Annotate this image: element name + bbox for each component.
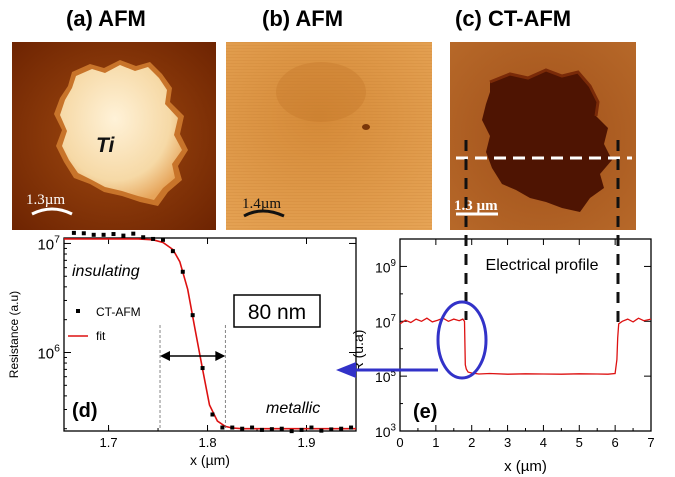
panel-label-e: (e) [413,401,437,423]
ti-label: Ti [96,134,115,157]
x-tick-label-e: 6 [612,435,619,450]
width-arrow-head-left [160,351,171,361]
data-point [240,426,245,431]
data-point [259,427,264,432]
data-point [101,232,106,237]
scale-label-a: 1.3µm [26,192,65,208]
data-point [329,427,334,432]
annotation-width: 80 nm [248,301,306,324]
data-point [269,427,274,432]
legend-label-ctafm: CT-AFM [96,305,141,319]
x-tick-label-e: 1 [432,435,439,450]
plot-frame-d [63,237,357,432]
annotation-insulating: insulating [72,263,140,280]
ctafm-image-c: 1.3 µm [450,42,636,230]
y-axis-label-d: Resistance (a.u) [7,291,21,378]
x-tick-label-e: 3 [504,435,511,450]
data-point [131,231,136,236]
panel-label-d: (d) [72,400,98,422]
data-point [180,269,185,274]
scale-bar-a [31,207,73,216]
y-axis-label-e: R (u.a) [350,330,366,373]
x-tick-label-d: 1.9 [297,435,315,450]
data-point [190,313,195,318]
data-point [299,427,304,432]
x-tick-label-d: 1.8 [198,435,216,450]
data-point [71,230,76,235]
scale-label-c: 1.3 µm [454,198,498,214]
x-tick-label-d: 1.7 [100,435,118,450]
y-tick-label-e: 105 [375,368,397,385]
data-point [250,425,255,430]
data-point [230,425,235,430]
annotation-bg-e [472,250,612,276]
y-tick-label-e: 107 [375,313,396,330]
y-tick-label-d: 107 [37,234,60,254]
x-tick-label-e: 2 [468,435,475,450]
data-point [91,232,96,237]
title-b: (b) AFM [262,6,344,31]
data-point [339,426,344,431]
legend-marker-ctafm [76,309,80,313]
x-tick-label-e: 5 [576,435,583,450]
scale-bar-b [243,209,285,218]
data-point [220,425,225,430]
scale-label-b: 1.4µm [242,196,281,212]
data-point [81,231,86,236]
profile-line-e [399,317,652,375]
data-point [111,232,116,237]
y-tick-label-d: 106 [37,343,60,363]
data-point [309,425,314,430]
data-point [151,236,156,241]
width-arrow-head-right [215,351,226,361]
data-point [200,366,205,371]
x-axis-label-e: x (µm) [504,458,547,475]
data-point [160,237,165,242]
data-point [349,425,354,430]
afm-image-b: 1.4µm [226,42,432,230]
y-tick-label-e: 103 [375,423,397,440]
x-tick-label-e: 4 [540,435,547,450]
width-box [233,294,321,328]
data-point [170,249,175,254]
title-a: (a) AFM [66,6,146,31]
data-point [210,412,215,417]
data-point [141,235,146,240]
y-tick-label-e: 109 [375,258,396,275]
chart-d: 1.7 1.8 1.9 107 106 insulating metallic 80 nm CT… [7,230,357,468]
afm-image-a: Ti 1.3µm [12,42,216,230]
x-tick-label-e: 7 [647,435,654,450]
data-point [121,233,126,238]
annotation-metallic: metallic [266,400,320,417]
title-c: (c) CT-AFM [455,6,572,31]
x-tick-label-e: 0 [396,435,403,450]
chart-e: 0 1 2 3 4 5 6 7 103 105 107 109 Electrical profile (e… [350,238,655,475]
data-point [279,426,284,431]
annotation-electrical-profile: Electrical profile [486,257,599,274]
legend-label-fit: fit [96,329,106,343]
data-point [319,428,324,433]
data-point [289,429,294,434]
x-axis-label-d: x (µm) [190,452,230,468]
